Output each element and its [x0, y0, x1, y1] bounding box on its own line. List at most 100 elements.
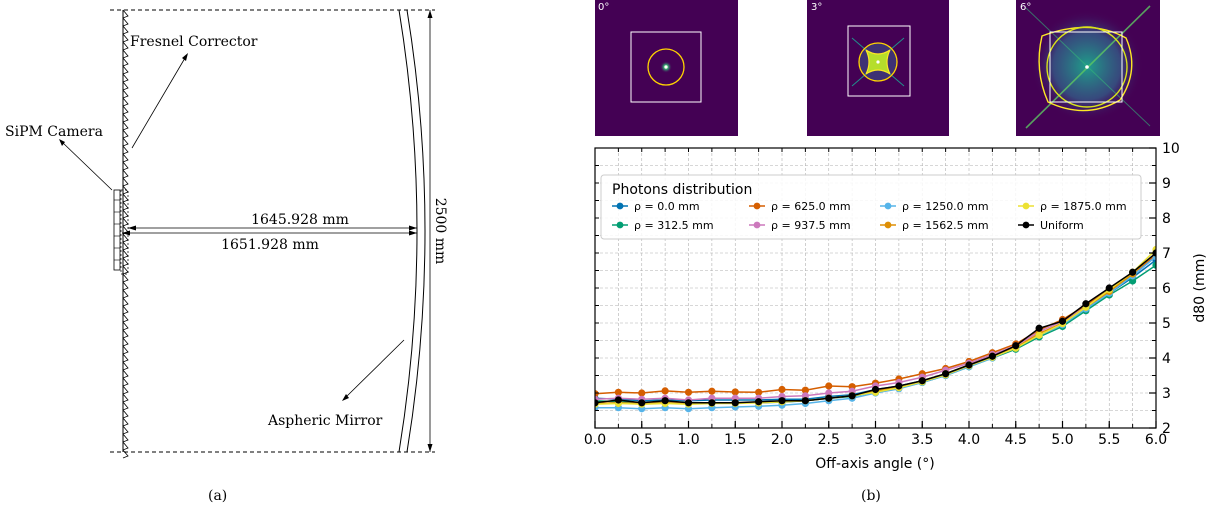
x-tick-label: 3.5	[911, 432, 933, 448]
data-point	[1082, 303, 1090, 311]
data-point	[1082, 303, 1090, 311]
x-tick-label: 1.0	[677, 432, 699, 448]
legend-entry: ρ = 312.5 mm	[634, 219, 714, 232]
data-point	[1105, 291, 1113, 299]
data-point	[1012, 344, 1020, 352]
data-point	[684, 388, 693, 396]
legend-entry: ρ = 625.0 mm	[771, 200, 851, 213]
data-point	[918, 378, 926, 387]
data-point	[614, 388, 622, 396]
data-point	[778, 385, 786, 394]
data-point	[1105, 287, 1113, 296]
data-point	[942, 371, 950, 380]
data-point	[731, 399, 739, 407]
mirror-pointer	[342, 339, 405, 401]
data-point	[731, 388, 739, 396]
data-point	[755, 396, 763, 404]
data-point	[731, 403, 739, 411]
x-tick-label: 0.5	[631, 432, 653, 448]
data-point	[778, 397, 786, 405]
data-point	[1105, 289, 1113, 297]
caption-a: (a)	[208, 488, 228, 504]
data-point	[661, 404, 669, 412]
legend-entry: ρ = 1250.0 mm	[902, 200, 989, 213]
data-point	[661, 399, 669, 407]
data-point	[895, 385, 903, 393]
data-point	[614, 399, 622, 407]
data-point	[965, 361, 973, 369]
data-point	[684, 405, 693, 413]
data-point	[1082, 301, 1090, 310]
data-point	[1152, 252, 1156, 261]
data-point	[1082, 300, 1090, 308]
data-point	[755, 399, 763, 407]
legend-swatch-marker	[753, 202, 761, 210]
data-point	[1035, 324, 1043, 332]
data-point	[1035, 326, 1043, 334]
series-line	[595, 252, 1156, 405]
data-point	[918, 370, 926, 378]
dim-lower-label: 1651.928 mm	[221, 237, 319, 253]
data-point	[895, 384, 903, 392]
data-point	[755, 398, 763, 406]
legend-entry: ρ = 937.5 mm	[771, 219, 851, 232]
data-point	[871, 389, 880, 397]
series-line	[595, 254, 1156, 395]
data-point	[684, 396, 693, 404]
data-point	[825, 397, 833, 405]
series-line	[595, 255, 1156, 410]
data-point	[801, 386, 809, 394]
legend-swatch-marker	[616, 221, 624, 229]
data-point	[848, 391, 856, 399]
legend-entry: Uniform	[1040, 219, 1084, 232]
data-point	[965, 361, 973, 369]
data-point	[825, 389, 833, 397]
data-point	[638, 405, 646, 413]
y-tick-label: 5	[1162, 316, 1171, 332]
x-tick-label: 2.5	[818, 432, 840, 448]
data-point	[614, 395, 622, 403]
data-point	[638, 389, 646, 397]
data-point	[1082, 303, 1090, 311]
data-point	[848, 392, 856, 400]
data-point	[988, 354, 996, 362]
data-point	[918, 378, 926, 387]
data-point	[708, 404, 716, 412]
data-point	[988, 349, 996, 357]
data-point	[1058, 317, 1067, 325]
x-tick-label: 1.5	[724, 432, 746, 448]
data-point	[1035, 331, 1043, 339]
data-point	[942, 370, 950, 378]
data-point	[965, 363, 973, 371]
series-line	[595, 252, 1156, 404]
data-point	[848, 394, 856, 402]
legend-entry: ρ = 1875.0 mm	[1040, 200, 1127, 213]
data-point	[942, 371, 950, 379]
data-point	[871, 382, 880, 390]
series-line	[595, 255, 1156, 401]
legend-swatch-marker	[753, 221, 761, 229]
data-point	[1035, 329, 1043, 338]
data-point	[848, 392, 856, 400]
legend-title: Photons distribution	[612, 182, 752, 198]
data-point	[918, 377, 926, 385]
data-point	[1105, 287, 1113, 296]
data-point	[1152, 249, 1156, 257]
data-point	[614, 394, 622, 402]
x-tick-label: 5.5	[1098, 432, 1120, 448]
data-point	[708, 396, 716, 404]
y-tick-label: 8	[1162, 211, 1171, 227]
data-point	[755, 399, 763, 407]
spot-diagram-3deg: 3°	[807, 0, 949, 136]
mirror-label: Aspheric Mirror	[267, 413, 383, 429]
data-point	[1129, 270, 1137, 278]
data-point	[1152, 261, 1156, 269]
data-point	[778, 392, 786, 401]
data-point	[684, 399, 693, 408]
spot-diagram-6deg: 6°	[1016, 0, 1160, 136]
data-point	[708, 399, 716, 407]
legend-swatch-marker	[616, 202, 624, 210]
data-point	[614, 399, 622, 408]
y-tick-label: 2	[1162, 421, 1171, 437]
spot-label-6: 6°	[1020, 2, 1031, 13]
